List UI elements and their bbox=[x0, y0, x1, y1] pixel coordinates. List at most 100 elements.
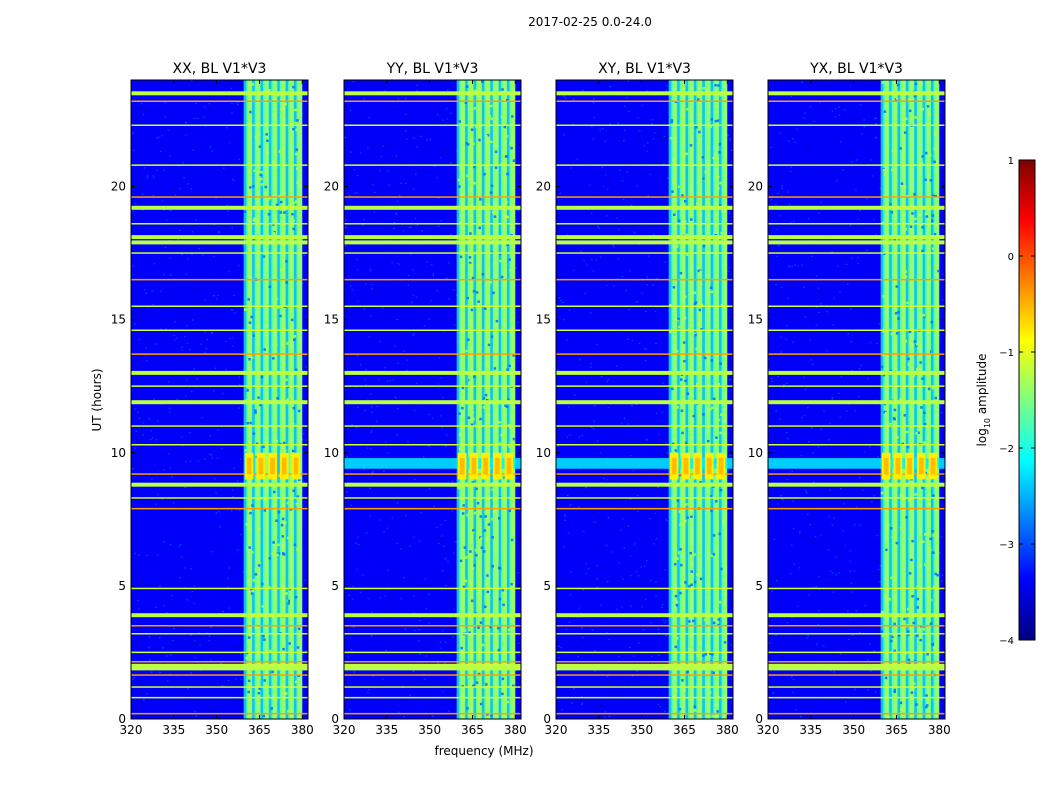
rfi-band-speck bbox=[480, 546, 484, 549]
rfi-band-speck bbox=[251, 589, 255, 593]
noise-speck bbox=[657, 703, 660, 705]
noise-speck bbox=[137, 681, 140, 683]
noise-speck bbox=[772, 692, 775, 694]
noise-speck bbox=[645, 558, 647, 561]
noise-speck bbox=[214, 367, 216, 369]
rfi-band-speck bbox=[905, 651, 908, 655]
noise-speck bbox=[629, 412, 631, 414]
noise-speck bbox=[355, 568, 358, 571]
noise-speck bbox=[429, 505, 432, 507]
noise-speck bbox=[876, 559, 878, 561]
rfi-band-speck bbox=[249, 421, 252, 425]
noise-speck bbox=[364, 390, 367, 392]
noise-speck bbox=[790, 170, 792, 173]
noise-speck bbox=[167, 381, 170, 383]
rfi-band-speck bbox=[265, 133, 268, 136]
noise-speck bbox=[578, 292, 581, 295]
noise-speck bbox=[132, 210, 134, 212]
noise-speck bbox=[436, 177, 439, 179]
noise-speck bbox=[840, 218, 842, 221]
noise-speck bbox=[400, 182, 402, 185]
rfi-band-channel bbox=[668, 80, 672, 719]
noise-speck bbox=[439, 641, 442, 643]
noise-speck bbox=[634, 263, 636, 265]
noise-speck bbox=[218, 511, 220, 513]
noise-speck bbox=[649, 601, 652, 603]
noise-speck bbox=[636, 333, 638, 335]
noise-speck bbox=[780, 286, 783, 288]
noise-speck bbox=[137, 480, 140, 482]
rfi-line bbox=[556, 587, 733, 590]
noise-speck bbox=[601, 166, 604, 168]
rfi-band-speck bbox=[681, 391, 685, 395]
noise-speck bbox=[801, 687, 803, 689]
rfi-band-speck bbox=[887, 523, 890, 526]
plot-frame bbox=[767, 79, 946, 720]
rfi-band-speck bbox=[475, 681, 479, 684]
rfi-line bbox=[344, 686, 521, 688]
noise-speck bbox=[204, 106, 206, 108]
rfi-band-speck bbox=[884, 594, 887, 597]
noise-speck bbox=[939, 449, 942, 451]
rfi-line bbox=[131, 205, 308, 210]
noise-speck bbox=[879, 566, 881, 568]
noise-speck bbox=[379, 568, 382, 571]
noise-speck bbox=[582, 261, 584, 263]
noise-speck bbox=[941, 273, 943, 275]
hot-blocks bbox=[457, 452, 514, 480]
rfi-band-speck bbox=[923, 563, 927, 566]
noise-speck bbox=[846, 559, 849, 561]
rfi-band-speck bbox=[510, 227, 513, 230]
noise-speck bbox=[356, 174, 359, 176]
noise-speck bbox=[626, 171, 629, 173]
noise-speck bbox=[412, 439, 414, 441]
noise-speck bbox=[807, 648, 810, 651]
rfi-band-speck bbox=[722, 520, 725, 523]
noise-speck bbox=[563, 134, 565, 136]
rfi-band-channel bbox=[273, 80, 277, 719]
noise-speck bbox=[578, 607, 581, 609]
rfi-band-speck bbox=[491, 488, 494, 491]
rfi-band-channel bbox=[914, 80, 917, 719]
noise-speck bbox=[594, 151, 596, 153]
rfi-band-speck bbox=[923, 423, 927, 426]
rfi-band-speck bbox=[693, 302, 697, 306]
noise-speck bbox=[418, 607, 420, 609]
noise-speck bbox=[643, 140, 645, 142]
noise-speck bbox=[366, 477, 369, 479]
noise-speck bbox=[303, 187, 305, 189]
noise-speck bbox=[624, 129, 626, 131]
rfi-band-speck bbox=[275, 343, 278, 346]
rfi-band-speck bbox=[256, 218, 259, 221]
rfi-band-speck bbox=[923, 441, 926, 444]
rfi-band-speck bbox=[907, 363, 911, 366]
noise-speck bbox=[587, 568, 590, 570]
noise-speck bbox=[817, 670, 819, 672]
rfi-band-channel bbox=[702, 80, 705, 719]
rfi-lines bbox=[768, 91, 945, 715]
noise-speck bbox=[595, 501, 598, 503]
rfi-band-speck bbox=[250, 356, 254, 359]
noise-speck bbox=[831, 524, 833, 526]
noise-speck bbox=[351, 424, 353, 426]
noise-speck bbox=[370, 431, 372, 433]
noise-speck bbox=[816, 275, 818, 277]
noise-speck bbox=[453, 265, 455, 267]
hot-block-core bbox=[483, 457, 488, 475]
rfi-band-speck bbox=[693, 709, 697, 712]
noise-speck bbox=[810, 359, 813, 361]
noise-speck bbox=[822, 262, 824, 264]
rfi-band-speck bbox=[915, 703, 918, 706]
rfi-band-speck bbox=[248, 321, 252, 324]
noise-speck bbox=[399, 548, 402, 550]
noise-speck bbox=[637, 140, 640, 142]
rfi-line bbox=[768, 400, 945, 405]
rfi-band-speck bbox=[718, 600, 722, 604]
rfi-line bbox=[768, 100, 945, 102]
noise-speck bbox=[239, 707, 242, 709]
rfi-band-speck bbox=[494, 166, 498, 169]
rfi-line bbox=[131, 663, 308, 668]
noise-speck bbox=[432, 715, 434, 717]
rfi-band-speck bbox=[502, 592, 506, 596]
noise-speck bbox=[625, 367, 628, 369]
